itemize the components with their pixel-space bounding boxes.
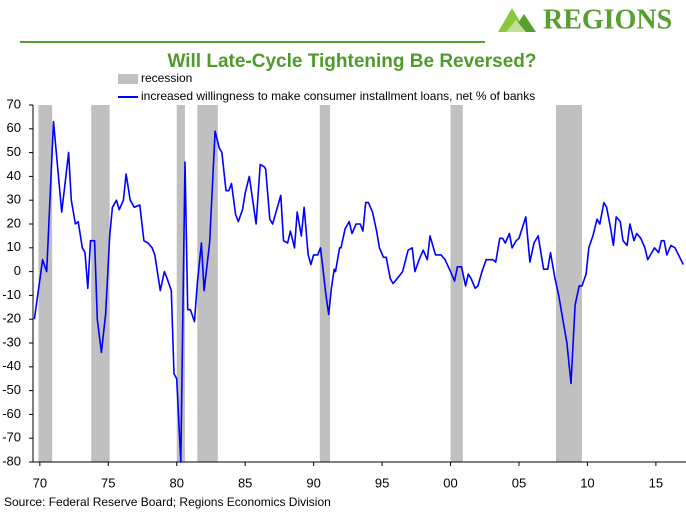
y-tick-label: -40 (2, 358, 21, 373)
recession-band (91, 105, 110, 462)
x-tick-label: 95 (375, 475, 389, 490)
data-line (33, 120, 685, 463)
x-tick-label: 70 (33, 475, 47, 490)
recession-band (197, 105, 218, 462)
chart-title: Will Late-Cycle Tightening Be Reversed? (167, 51, 536, 72)
legend-label: recession (141, 71, 192, 85)
logo-text: REGIONS (543, 4, 672, 35)
y-tick-label: 70 (7, 96, 21, 111)
x-tick-label: 10 (580, 475, 594, 490)
x-tick-label: 75 (101, 475, 115, 490)
recession-band (450, 105, 463, 462)
y-tick-label: 20 (7, 215, 21, 230)
y-tick-label: -70 (2, 430, 21, 445)
y-tick-label: 30 (7, 192, 21, 207)
x-tick-label: 05 (512, 475, 526, 490)
y-tick-label: -80 (2, 453, 21, 468)
x-tick-label: 00 (443, 475, 457, 490)
y-tick-label: 10 (7, 239, 21, 254)
y-tick-label: 60 (7, 120, 21, 135)
y-tick-label: -50 (2, 382, 21, 397)
x-tick-label: 90 (306, 475, 320, 490)
recession-band (176, 105, 185, 462)
x-tick-label: 80 (170, 475, 184, 490)
source-note: Source: Federal Reserve Board; Regions E… (4, 495, 331, 509)
legend-swatch (118, 74, 138, 84)
legend-label: increased willingness to make consumer i… (141, 89, 535, 103)
y-tick-label: -10 (2, 287, 21, 302)
y-tick-label: 0 (14, 263, 21, 278)
y-tick-label: 50 (7, 144, 21, 159)
recession-band (555, 105, 582, 462)
y-tick-label: 40 (7, 168, 21, 183)
y-tick-label: -30 (2, 334, 21, 349)
logo-icon (498, 8, 536, 32)
y-tick-label: -60 (2, 406, 21, 421)
y-tick-label: -20 (2, 311, 21, 326)
recession-band (38, 105, 53, 462)
x-tick-label: 15 (649, 475, 663, 490)
x-tick-label: 85 (238, 475, 252, 490)
